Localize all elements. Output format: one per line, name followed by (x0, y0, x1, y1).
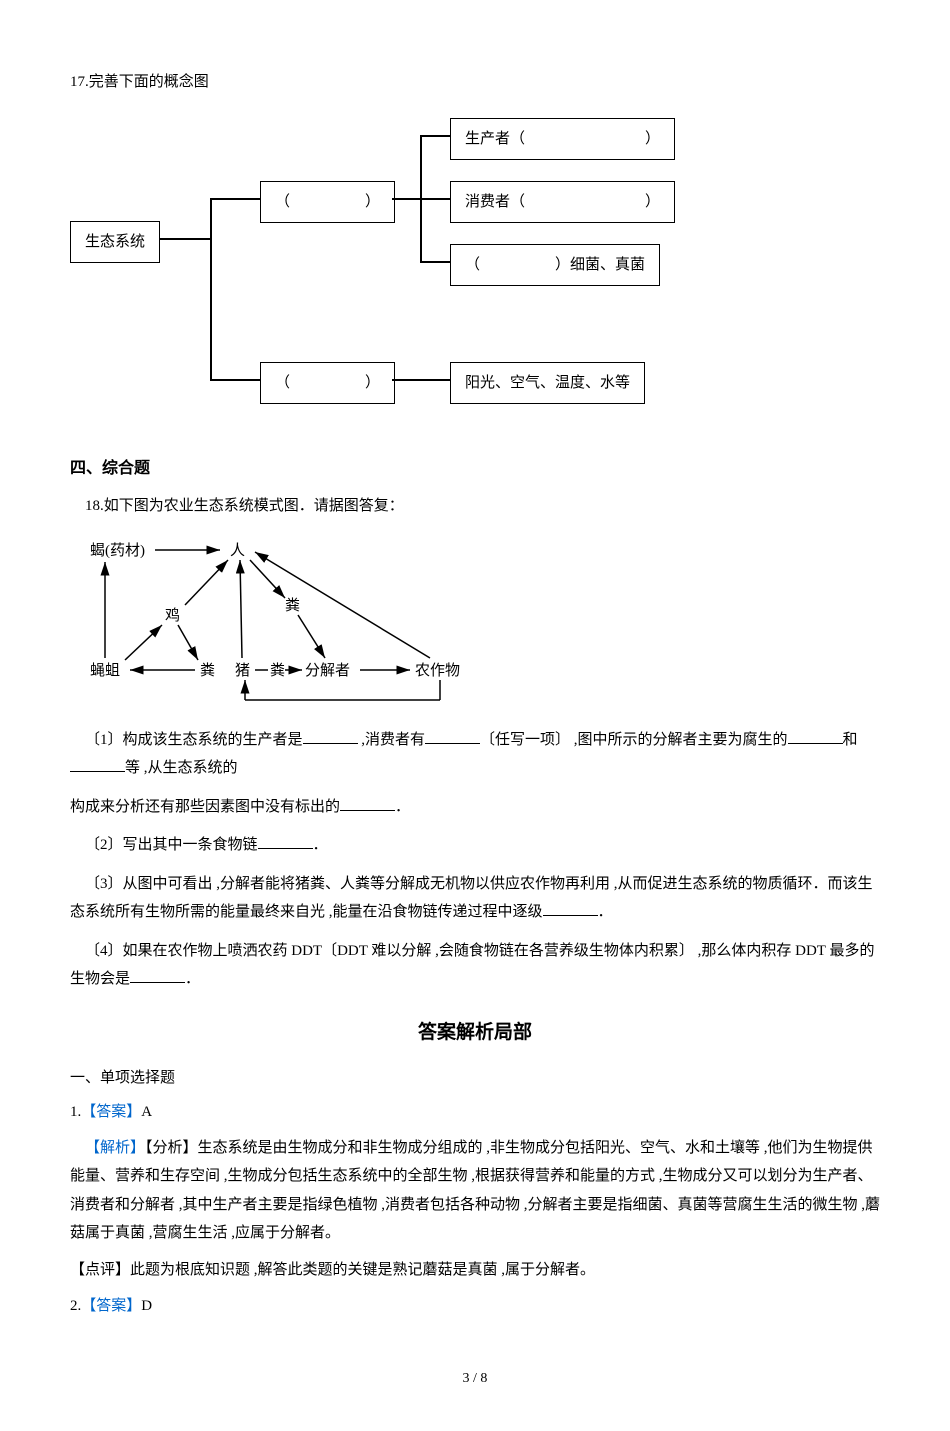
connector (210, 198, 212, 380)
blank (788, 729, 843, 744)
text: ． (598, 904, 613, 920)
blank (543, 901, 598, 916)
analysis-text: 【分析】生态系统是由生物成分和非生物成分组成的 ,非生物成分包括阳光、空气、水和… (70, 1140, 880, 1242)
node-ren: 人 (230, 542, 245, 559)
connector (210, 198, 260, 200)
answer-1-comment: 【点评】此题为根底知识题 ,解答此类题的关键是熟记蘑菇是真菌 ,属于分解者。 (70, 1256, 880, 1285)
text: 〔任写一项〕 ,图中所示的分解者主要为腐生的 (480, 732, 788, 748)
node-leaf-4: 阳光、空气、温度、水等 (450, 362, 645, 404)
q18-p1: 〔1〕构成该生态系统的生产者是 ,消费者有 〔任写一项〕 ,图中所示的分解者主要为… (70, 726, 880, 783)
q18-p3: 〔3〕从图中可看出 ,分解者能将猪粪、人粪等分解成无机物以供应农作物再利用 ,从… (70, 870, 880, 927)
blank (70, 757, 125, 772)
q18-p1-line2: 构成来分析还有那些因素图中没有标出的 ． (70, 793, 880, 822)
connector (392, 379, 450, 381)
section-4-title: 四、综合题 (70, 456, 880, 482)
node-fen: 粪 (285, 597, 300, 614)
node-leaf-3: （ ）细菌、真菌 (450, 244, 660, 286)
answer-value: D (141, 1298, 152, 1314)
node-fenjiezhe: 分解者 (305, 662, 350, 679)
node-mid-blank-2: （ ） (260, 362, 395, 404)
analysis-label: 【解析】 (85, 1140, 145, 1156)
blank (303, 729, 358, 744)
node-xie: 蝎(药材) (90, 542, 145, 559)
text: ． (395, 799, 410, 815)
node-ji: 鸡 (165, 607, 180, 624)
answer-1-analysis: 【解析】【分析】生态系统是由生物成分和非生物成分组成的 ,非生物成分包括阳光、空… (70, 1134, 880, 1248)
node-fen2: 粪 (200, 662, 215, 679)
text: 等 ,从生态系统的 (125, 760, 238, 776)
node-yingqu: 蝇蛆 (90, 662, 120, 679)
q18-title: 18.如下图为农业生态系统模式图．请据图答复： (85, 494, 880, 518)
node-zhu: 猪 (235, 662, 250, 679)
text: 构成来分析还有那些因素图中没有标出的 (70, 799, 340, 815)
text: 〔3〕从图中可看出 ,分解者能将猪粪、人粪等分解成无机物以供应农作物再利用 ,从… (70, 876, 873, 921)
blank (258, 834, 313, 849)
node-nongzuowu: 农作物 (415, 662, 460, 679)
connector (392, 198, 420, 200)
answer-label: 【答案】 (81, 1104, 141, 1120)
concept-map: 生态系统 （ ） （ ） 生产者（ ） 消费者（ ） （ ）细菌、真菌 阳光、空… (70, 106, 880, 426)
answer-1: 1.【答案】A (70, 1100, 880, 1124)
blank (425, 729, 480, 744)
node-leaf-2: 消费者（ ） (450, 181, 675, 223)
node-fen3: 粪 (270, 662, 285, 679)
q18-p4: 〔4〕如果在农作物上喷洒农药 DDT〔DDT 难以分解 ,会随食物链在各营养级生… (70, 937, 880, 994)
text: 〔1〕构成该生态系统的生产者是 (85, 732, 303, 748)
connector (160, 238, 210, 240)
blank (340, 796, 395, 811)
node-mid-blank-1: （ ） (260, 181, 395, 223)
answer-label: 【答案】 (81, 1298, 141, 1314)
answer-heading: 答案解析局部 (70, 1018, 880, 1048)
text: ． (185, 971, 200, 987)
answer-num: 2. (70, 1298, 81, 1314)
answer-sec1: 一、单项选择题 (70, 1066, 880, 1090)
connector (420, 198, 450, 200)
answer-2: 2.【答案】D (70, 1294, 880, 1318)
q18-diagram: 蝎(药材) 人 鸡 粪 蝇蛆 粪 猪 粪 分解者 农作物 (70, 530, 880, 710)
answer-value: A (141, 1104, 152, 1120)
connector (420, 261, 450, 263)
text: ,消费者有 (358, 732, 426, 748)
blank (130, 968, 185, 983)
connector (210, 379, 260, 381)
page-number: 3 / 8 (70, 1368, 880, 1390)
node-root: 生态系统 (70, 221, 160, 263)
text: ． (313, 837, 328, 853)
connector (420, 135, 450, 137)
text: 和 (843, 732, 858, 748)
node-leaf-1: 生产者（ ） (450, 118, 675, 160)
q18-p2: 〔2〕写出其中一条食物链 ． (70, 831, 880, 860)
q17-title: 17.完善下面的概念图 (70, 70, 880, 94)
text: 〔2〕写出其中一条食物链 (85, 837, 258, 853)
answer-num: 1. (70, 1104, 81, 1120)
